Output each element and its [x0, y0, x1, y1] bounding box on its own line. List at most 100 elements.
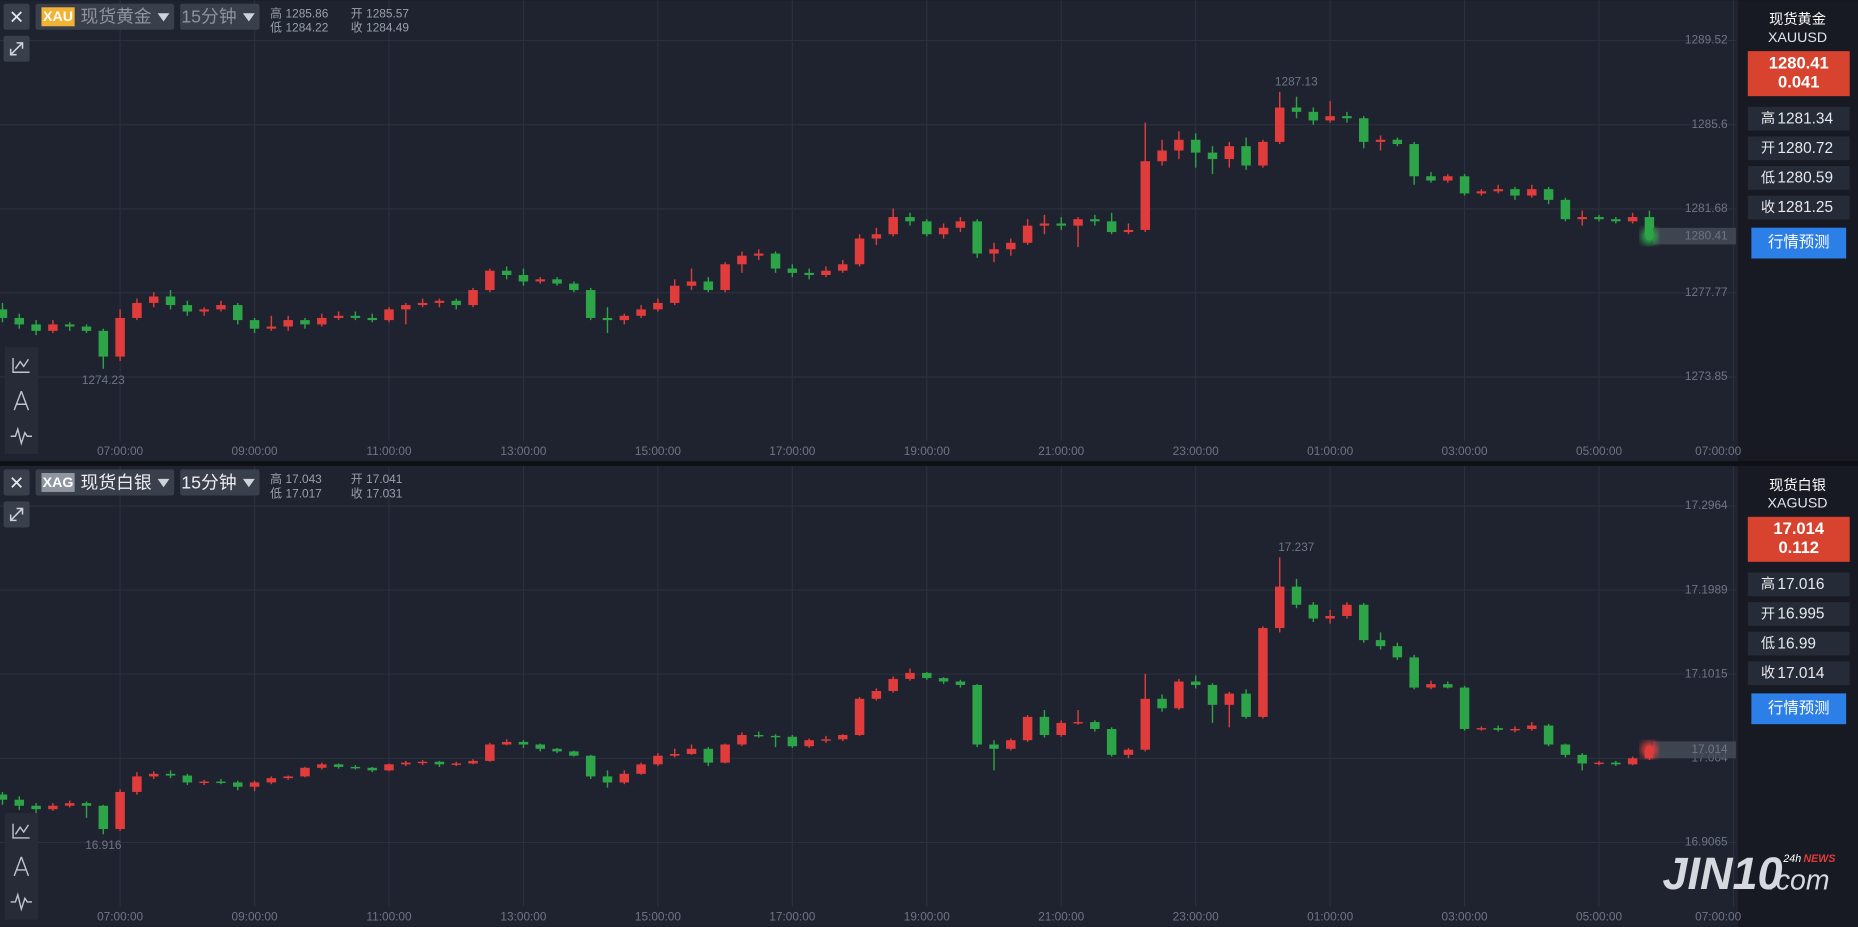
candle-body: [770, 735, 781, 738]
candle-body: [1375, 139, 1386, 142]
drawing-tool[interactable]: [13, 390, 30, 411]
candle-body: [350, 766, 361, 769]
candle-body: [81, 803, 92, 806]
candle-body: [199, 781, 209, 784]
drawing-tool[interactable]: [13, 856, 30, 877]
max-price-label: 17.237: [1278, 540, 1314, 554]
candle-body: [1123, 749, 1134, 755]
candle-body: [417, 302, 428, 306]
candle-body: [720, 744, 730, 763]
candle-body: [1224, 146, 1235, 160]
candle-body: [0, 794, 8, 800]
indicator-tool[interactable]: [12, 823, 30, 839]
quote-stat-box: [1747, 661, 1850, 686]
x-tick-label: 05:00:00: [1576, 444, 1622, 458]
quote-stat-label: 收: [1761, 665, 1775, 682]
ohlc-legend-value: 1284.22: [286, 21, 329, 35]
last-price-dot: [1645, 745, 1654, 754]
candle-body: [1140, 698, 1151, 750]
y-tick-label: 17.1015: [1685, 666, 1728, 680]
candle-body: [1006, 242, 1016, 250]
quote-price: 17.014: [1773, 519, 1824, 538]
wave-tool[interactable]: [10, 892, 32, 912]
period-selector[interactable]: [180, 3, 260, 30]
quote-stat-label: 低: [1761, 635, 1775, 652]
forecast-button[interactable]: [1751, 693, 1847, 725]
candle-body: [182, 775, 193, 783]
ohlc-legend-value: 17.043: [286, 472, 323, 486]
period-label: 15分钟: [181, 472, 236, 492]
ohlc-legend-value: 17.031: [366, 486, 402, 500]
candle-body: [1190, 681, 1201, 685]
candle-body: [216, 305, 226, 310]
quote-change: 0.041: [1778, 73, 1820, 92]
quote-stat-label: 低: [1761, 169, 1775, 186]
candle-body: [98, 805, 109, 830]
candle-body: [1527, 189, 1537, 196]
y-tick-label: 1277.77: [1685, 285, 1728, 299]
candle-body: [132, 776, 142, 792]
ohlc-legend-label: 低: [270, 21, 282, 35]
candle-body: [703, 748, 714, 763]
candle-body: [0, 309, 8, 318]
candle-body: [922, 672, 932, 679]
period-selector[interactable]: [180, 469, 260, 496]
logo-text: JIN10: [1662, 848, 1782, 899]
candle-body: [938, 227, 949, 235]
candle-body: [753, 253, 764, 256]
x-tick-label: 23:00:00: [1173, 444, 1219, 458]
candle-body: [1560, 744, 1571, 755]
x-tick-label: 17:00:00: [769, 444, 815, 458]
symbol-badge: [41, 472, 75, 492]
ohlc-legend-label: 低: [270, 486, 282, 500]
x-tick-label: 23:00:00: [1173, 909, 1219, 923]
candle-body: [737, 255, 747, 265]
candle-body: [1140, 161, 1151, 230]
candle-body: [1560, 199, 1571, 220]
candle-body: [1241, 146, 1251, 166]
indicator-tool[interactable]: [12, 358, 30, 373]
candle-body: [317, 317, 327, 325]
x-tick-label: 11:00:00: [366, 444, 412, 458]
candle-body: [1291, 586, 1302, 605]
candle-body: [1392, 646, 1403, 658]
candle-body: [434, 300, 445, 303]
candle-body: [132, 302, 142, 318]
ohlc-legend-value: 17.017: [286, 486, 322, 500]
candle-body: [804, 740, 814, 747]
candle-body: [1409, 657, 1419, 688]
candle-body: [518, 741, 529, 745]
quote-stat-value: 1280.59: [1777, 170, 1833, 187]
candle-body: [1342, 604, 1352, 616]
forecast-button-label[interactable]: 行情预测: [1768, 233, 1830, 251]
candle-body: [854, 238, 865, 265]
candle-body: [955, 221, 966, 228]
candle-body: [401, 305, 411, 310]
candle-body: [1409, 144, 1419, 177]
candle-body: [14, 799, 25, 806]
candle-body: [1308, 111, 1319, 121]
y-tick-label: 1289.52: [1685, 33, 1728, 47]
close-icon: [11, 477, 22, 488]
expand-icon: [9, 507, 24, 522]
forecast-button-label[interactable]: 行情预测: [1768, 699, 1830, 717]
candle-body: [1073, 722, 1083, 724]
panel-background: [0, 465, 1739, 927]
quote-stat-value: 16.995: [1777, 606, 1824, 623]
candle-body: [1190, 139, 1201, 153]
forecast-button[interactable]: [1751, 227, 1847, 259]
candle-body: [64, 803, 75, 806]
logo-suffix: .com: [1768, 864, 1830, 896]
candle-body: [1594, 217, 1604, 220]
wave-tool[interactable]: [10, 426, 32, 446]
quote-change: 0.112: [1778, 538, 1819, 557]
candle-body: [535, 744, 546, 749]
candle-body: [871, 234, 882, 239]
candle-body: [367, 317, 377, 321]
candle-body: [401, 762, 411, 765]
ohlc-legend-value: 17.041: [366, 472, 402, 486]
candle-body: [1443, 684, 1453, 688]
quote-name: 现货白银: [1769, 477, 1826, 494]
candle-body: [14, 317, 25, 325]
candle-body: [300, 767, 310, 777]
